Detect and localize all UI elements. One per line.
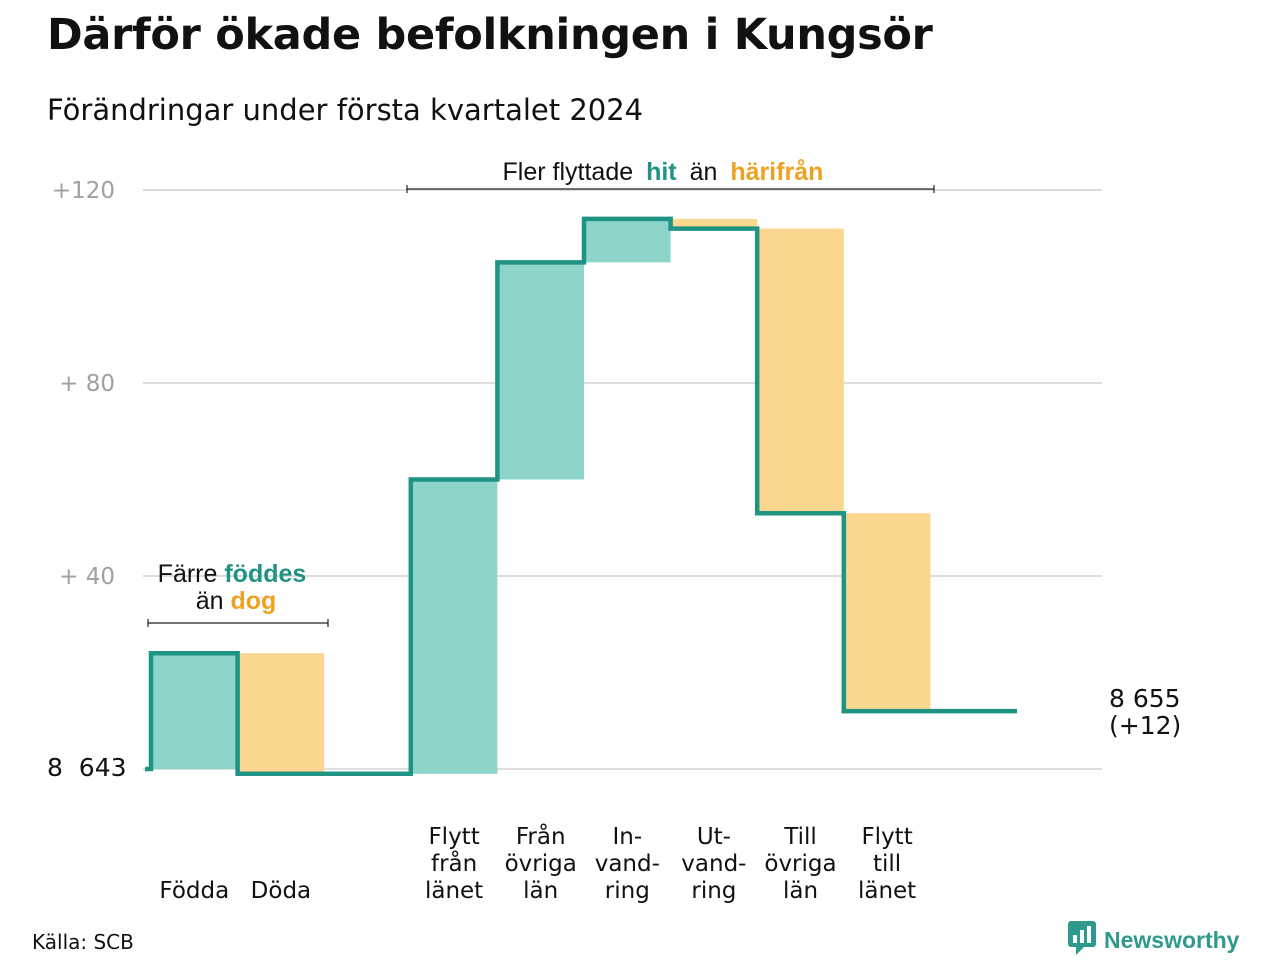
category-label: till xyxy=(873,851,901,877)
annotation-text: Färre xyxy=(158,560,218,588)
brand-logo[interactable]: Newsworthy xyxy=(1068,921,1240,959)
source-note: Källa: SCB xyxy=(32,930,134,954)
y-tick-label: +120 xyxy=(52,178,115,204)
category-label: länet xyxy=(858,878,916,904)
bar-increase xyxy=(151,653,238,769)
bar-increase xyxy=(497,262,584,480)
category-label: Flytt xyxy=(861,824,912,850)
category-label: ring xyxy=(691,878,736,904)
category-label: ring xyxy=(605,878,650,904)
bar-increase xyxy=(410,479,498,774)
chart-subtitle: Förändringar under första kvartalet 2024 xyxy=(47,93,644,127)
category-label: Från xyxy=(516,822,566,850)
annotation-highlight-away: härifrån xyxy=(730,158,823,186)
bar-decrease xyxy=(843,513,931,712)
chart-title: Därför ökade befolkningen i Kungsör xyxy=(47,10,933,60)
newsworthy-logo-icon xyxy=(1068,921,1096,959)
y-tick-label: + 40 xyxy=(59,564,115,590)
annotation-text: Fler flyttade xyxy=(503,158,634,186)
bar-decrease xyxy=(757,228,844,514)
running-total-path xyxy=(145,216,1017,777)
end-change-label: (+12) xyxy=(1109,711,1181,740)
annotation-highlight-here: hit xyxy=(646,158,677,186)
start-value-label: 8 643 xyxy=(47,753,127,782)
bars xyxy=(151,218,931,774)
annotation-births-line: Färre föddes xyxy=(158,560,307,588)
annotation-highlight-died: dog xyxy=(230,587,276,615)
annotation-deaths-line: än dog xyxy=(196,587,277,615)
category-label: Födda xyxy=(159,878,229,904)
brand-name: Newsworthy xyxy=(1104,926,1240,953)
annotation-text: än xyxy=(196,587,224,615)
annotation-bracket-migration xyxy=(406,185,935,193)
category-label: län xyxy=(783,878,818,904)
category-label: Till xyxy=(783,824,817,850)
category-label: Flytt xyxy=(428,824,479,850)
category-label: In- xyxy=(612,824,642,850)
y-tick-label: + 80 xyxy=(59,371,115,397)
category-label: län xyxy=(523,878,558,904)
annotation-text: än xyxy=(690,158,718,186)
running-total-line xyxy=(145,216,1017,777)
bar-increase xyxy=(584,218,671,263)
category-label: Döda xyxy=(251,878,311,904)
bar-decrease xyxy=(670,218,758,229)
category-label: vand- xyxy=(595,851,660,877)
end-value-label: 8 655 xyxy=(1109,684,1181,713)
category-label: från xyxy=(431,849,477,877)
annotation-bracket-natural xyxy=(147,619,329,627)
category-label: vand- xyxy=(681,851,746,877)
annotation-migration: Fler flyttade hit än härifrån xyxy=(503,158,824,186)
annotation-highlight-born: föddes xyxy=(224,560,306,588)
category-label: övriga xyxy=(505,851,577,877)
category-label: Ut- xyxy=(697,824,731,850)
bar-decrease xyxy=(237,653,325,774)
category-label: länet xyxy=(425,878,483,904)
category-label: övriga xyxy=(764,851,836,877)
